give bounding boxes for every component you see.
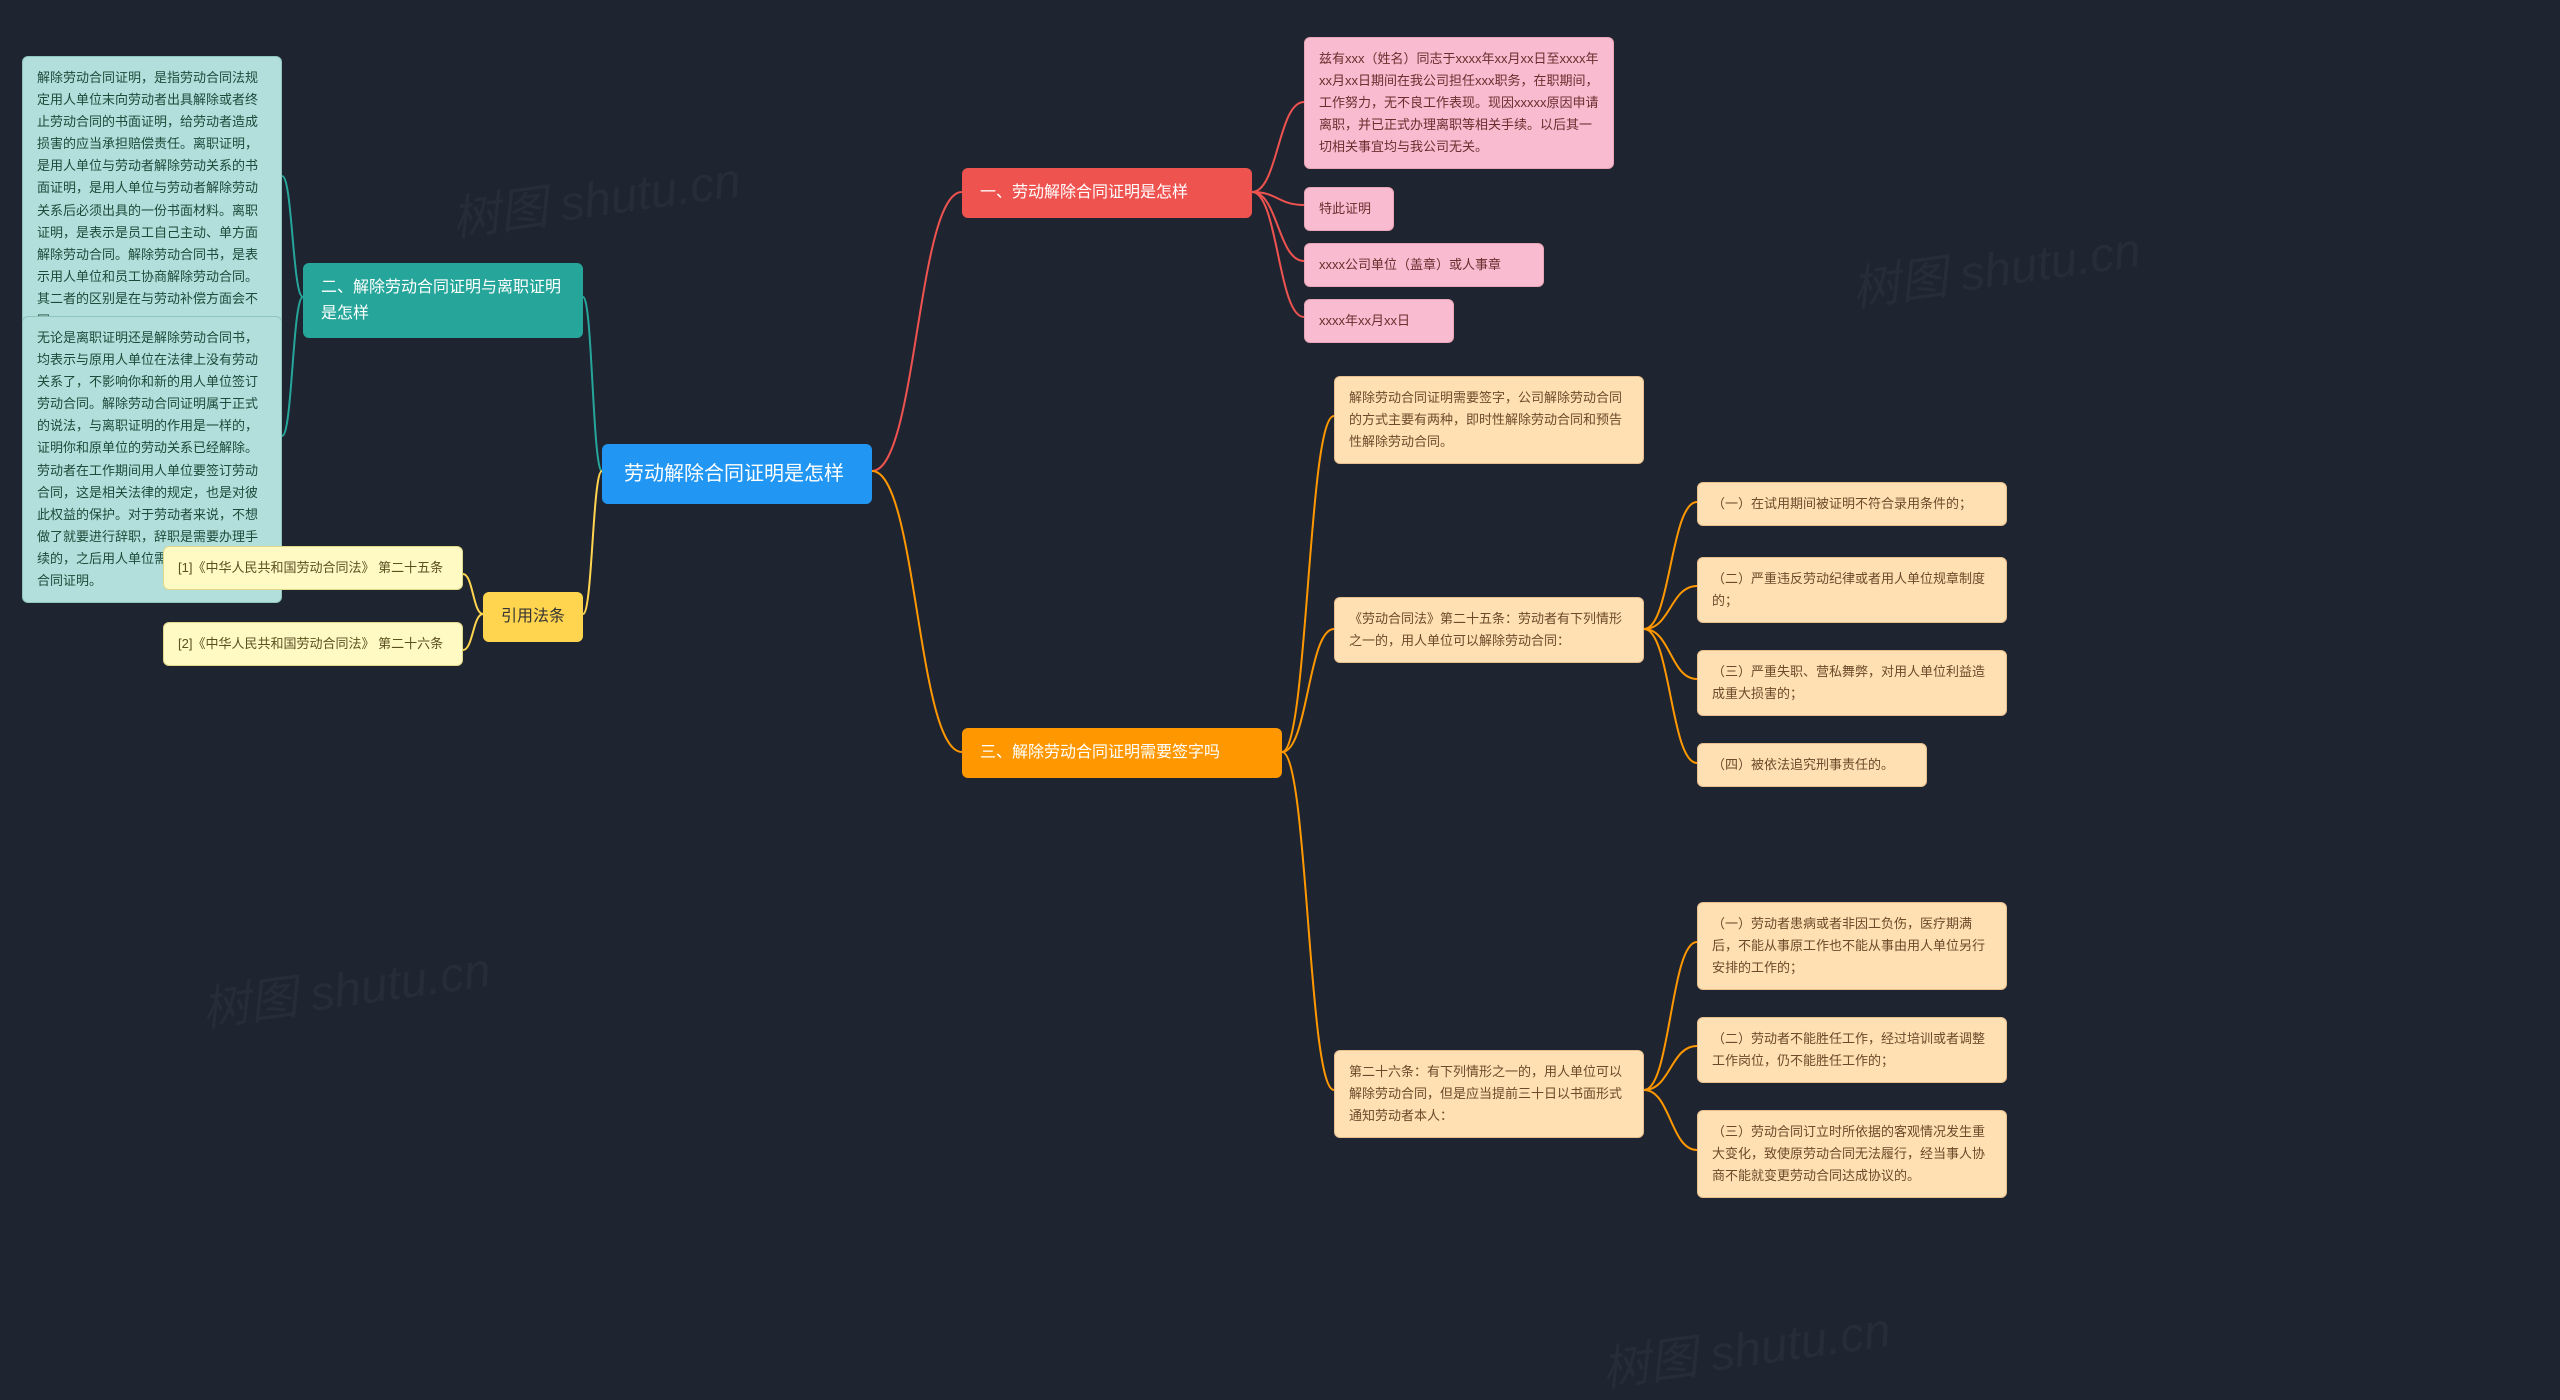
connector-line — [1644, 502, 1697, 629]
connector-line — [1644, 629, 1697, 679]
leaf-node-l3b2[interactable]: （二）严重违反劳动纪律或者用人单位规章制度的； — [1697, 557, 2007, 623]
connector-line — [1644, 586, 1697, 629]
connector-line — [1282, 629, 1334, 752]
branch-node-b2[interactable]: 二、解除劳动合同证明与离职证明是怎样 — [303, 263, 583, 338]
connector-line — [282, 297, 303, 436]
connector-line — [872, 471, 962, 752]
leaf-node-l1a[interactable]: 兹有xxx（姓名）同志于xxxx年xx月xx日至xxxx年xx月xx日期间在我公… — [1304, 37, 1614, 169]
leaf-node-l1d[interactable]: xxxx年xx月xx日 — [1304, 299, 1454, 343]
connector-line — [1252, 192, 1304, 205]
leaf-node-l2a[interactable]: 解除劳动合同证明，是指劳动合同法规定用人单位末向劳动者出具解除或者终止劳动合同的… — [22, 56, 282, 343]
connector-line — [463, 574, 483, 614]
watermark: 树图 shutu.cn — [1847, 210, 2145, 320]
leaf-node-l3c1[interactable]: （一）劳动者患病或者非因工负伤，医疗期满后，不能从事原工作也不能从事由用人单位另… — [1697, 902, 2007, 990]
connector-line — [1644, 1046, 1697, 1090]
connector-line — [583, 471, 602, 614]
watermark: 树图 shutu.cn — [197, 930, 495, 1040]
leaf-node-l3b3[interactable]: （三）严重失职、营私舞弊，对用人单位利益造成重大损害的； — [1697, 650, 2007, 716]
leaf-node-l4a[interactable]: [1]《中华人民共和国劳动合同法》 第二十五条 — [163, 546, 463, 590]
root-node[interactable]: 劳动解除合同证明是怎样 — [602, 444, 872, 504]
branch-node-b4[interactable]: 引用法条 — [483, 592, 583, 642]
connector-line — [1252, 192, 1304, 317]
connector-line — [1252, 192, 1304, 261]
leaf-node-l4b[interactable]: [2]《中华人民共和国劳动合同法》 第二十六条 — [163, 622, 463, 666]
leaf-node-l3c2[interactable]: （二）劳动者不能胜任工作，经过培训或者调整工作岗位，仍不能胜任工作的； — [1697, 1017, 2007, 1083]
watermark: 树图 shutu.cn — [1597, 1290, 1895, 1400]
connector-line — [282, 176, 303, 297]
leaf-node-l3c3[interactable]: （三）劳动合同订立时所依据的客观情况发生重大变化，致使原劳动合同无法履行，经当事… — [1697, 1110, 2007, 1198]
branch-node-b3[interactable]: 三、解除劳动合同证明需要签字吗 — [962, 728, 1282, 778]
watermark: 树图 shutu.cn — [447, 140, 745, 250]
connector-line — [1252, 102, 1304, 192]
leaf-node-l1b[interactable]: 特此证明 — [1304, 187, 1394, 231]
leaf-node-l1c[interactable]: xxxx公司单位（盖章）或人事章 — [1304, 243, 1544, 287]
connector-layer — [0, 0, 2560, 1386]
branch-node-b1[interactable]: 一、劳动解除合同证明是怎样 — [962, 168, 1252, 218]
connector-line — [1282, 416, 1334, 752]
connector-line — [463, 614, 483, 650]
connector-line — [1644, 629, 1697, 763]
leaf-node-l3a[interactable]: 解除劳动合同证明需要签字，公司解除劳动合同的方式主要有两种，即时性解除劳动合同和… — [1334, 376, 1644, 464]
connector-line — [1644, 1090, 1697, 1150]
leaf-node-l3c[interactable]: 第二十六条：有下列情形之一的，用人单位可以解除劳动合同，但是应当提前三十日以书面… — [1334, 1050, 1644, 1138]
leaf-node-l3b1[interactable]: （一）在试用期间被证明不符合录用条件的； — [1697, 482, 2007, 526]
leaf-node-l3b4[interactable]: （四）被依法追究刑事责任的。 — [1697, 743, 1927, 787]
connector-line — [583, 297, 602, 471]
connector-line — [872, 192, 962, 471]
connector-line — [1282, 752, 1334, 1090]
leaf-node-l3b[interactable]: 《劳动合同法》第二十五条：劳动者有下列情形之一的，用人单位可以解除劳动合同： — [1334, 597, 1644, 663]
connector-line — [1644, 942, 1697, 1090]
